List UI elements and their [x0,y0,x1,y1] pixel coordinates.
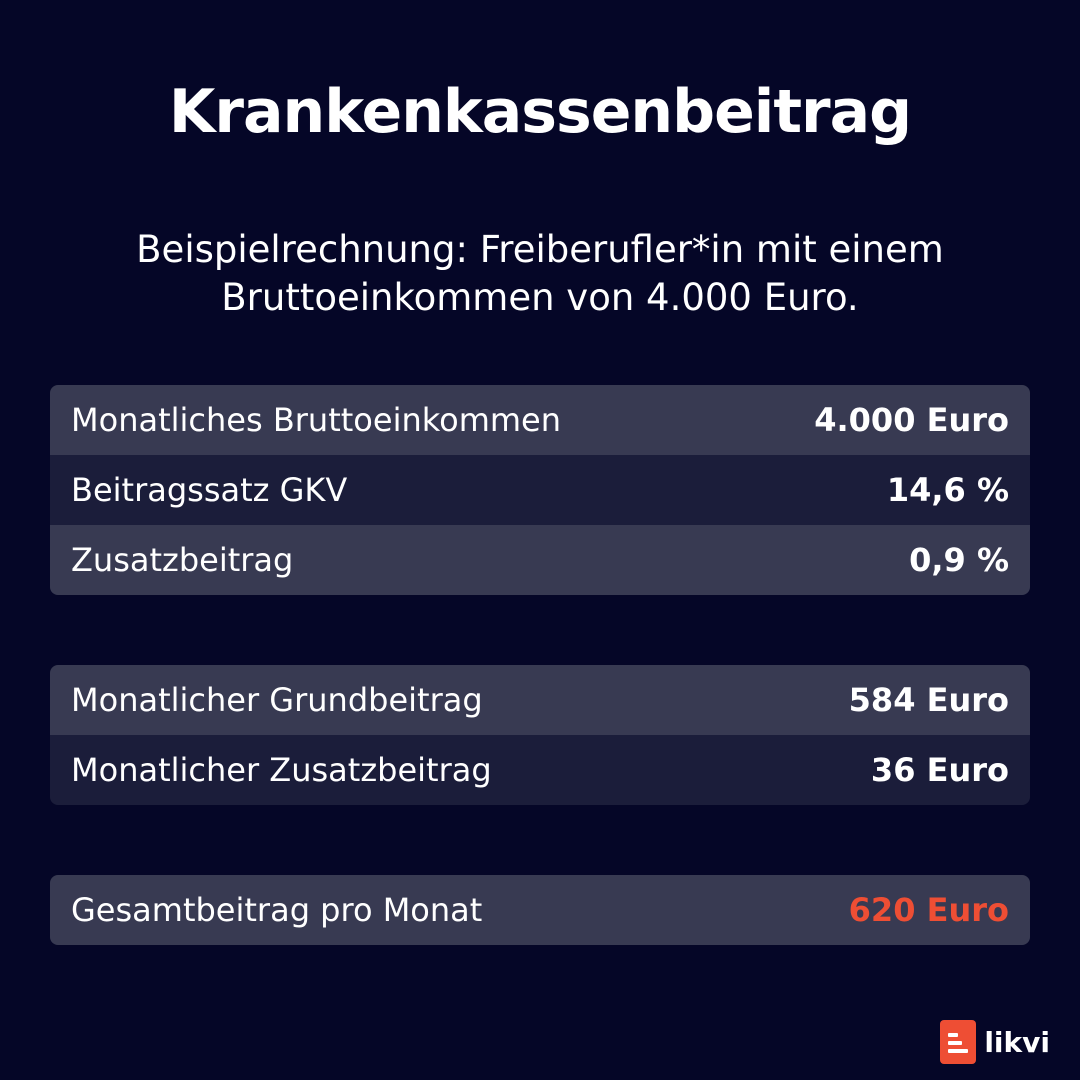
brand-logo: likvi [940,1020,1050,1064]
row-label: Monatlicher Zusatzbeitrag [71,751,492,789]
table-row: Monatliches Bruttoeinkommen 4.000 Euro [50,385,1030,455]
page-title: Krankenkassenbeitrag [168,77,912,147]
row-label: Zusatzbeitrag [71,541,294,579]
total-value: 620 Euro [848,891,1009,929]
likvi-logo-icon [940,1020,977,1064]
row-value: 584 Euro [848,681,1009,719]
row-value: 14,6 % [886,471,1009,509]
contribution-table: Monatlicher Grundbeitrag 584 Euro Monatl… [50,665,1030,805]
subtitle-line-1: Beispielrechnung: Freiberufler*in mit ei… [136,228,944,271]
income-table: Monatliches Bruttoeinkommen 4.000 Euro B… [50,385,1030,595]
brand-name: likvi [984,1025,1050,1059]
table-row: Zusatzbeitrag 0,9 % [50,525,1030,595]
row-value: 0,9 % [909,541,1009,579]
row-label: Monatliches Bruttoeinkommen [71,401,562,439]
total-table: Gesamtbeitrag pro Monat 620 Euro [50,875,1030,945]
table-row: Monatlicher Grundbeitrag 584 Euro [50,665,1030,735]
table-row: Monatlicher Zusatzbeitrag 36 Euro [50,735,1030,805]
row-label: Monatlicher Grundbeitrag [71,681,483,719]
subtitle-line-2: Bruttoeinkommen von 4.000 Euro. [221,276,859,319]
row-label: Beitragssatz GKV [71,471,348,509]
subtitle: Beispielrechnung: Freiberufler*in mit ei… [90,226,990,322]
table-row: Gesamtbeitrag pro Monat 620 Euro [50,875,1030,945]
row-label: Gesamtbeitrag pro Monat [71,891,483,929]
row-value: 4.000 Euro [814,401,1009,439]
row-value: 36 Euro [870,751,1009,789]
table-row: Beitragssatz GKV 14,6 % [50,455,1030,525]
